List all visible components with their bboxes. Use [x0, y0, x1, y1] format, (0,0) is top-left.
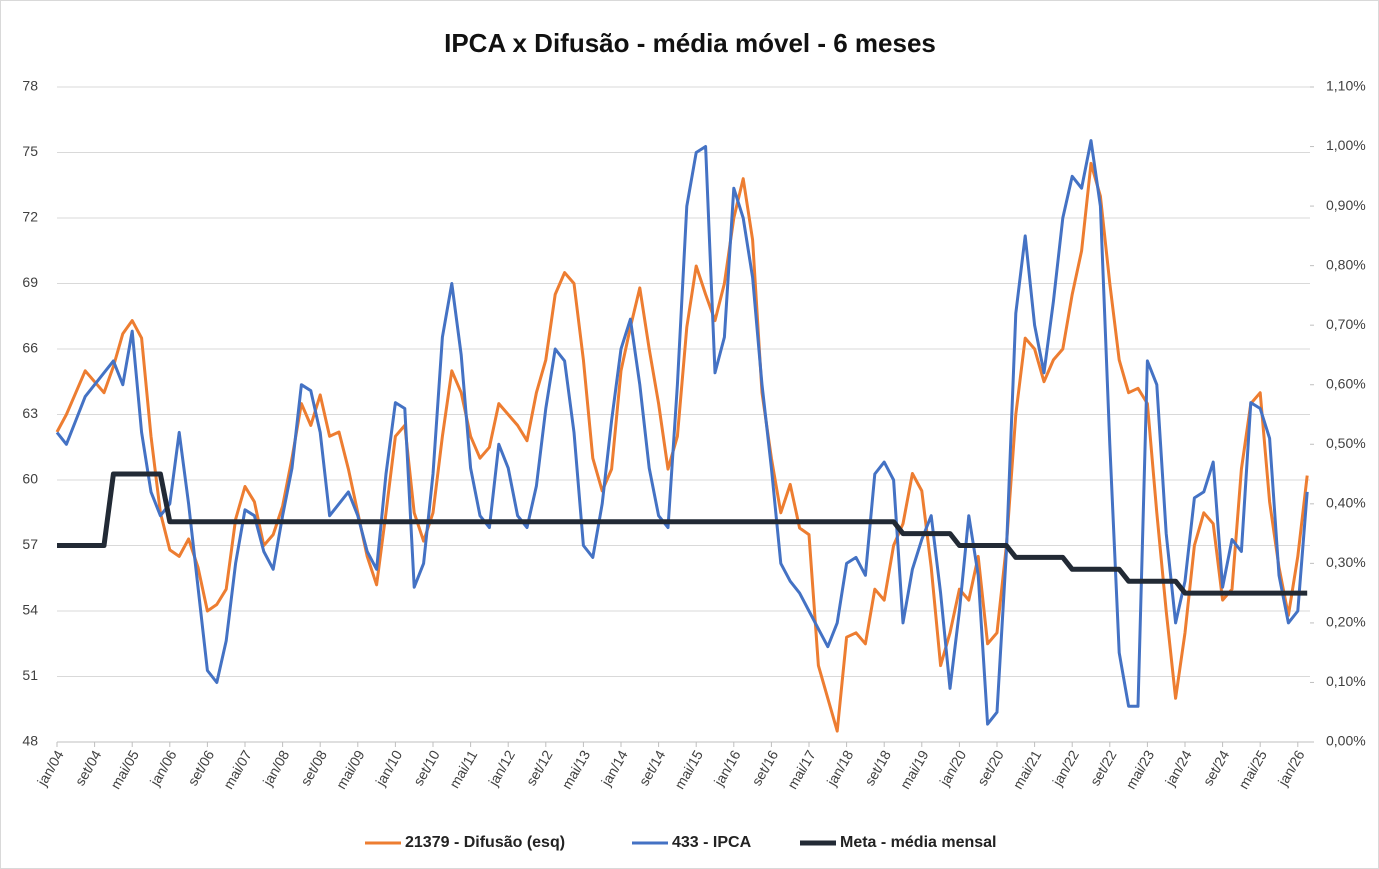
y-tick-label: 78 — [22, 78, 38, 94]
y2-tick-label: 0,30% — [1326, 554, 1366, 570]
y-tick-label: 72 — [22, 209, 38, 225]
y-tick-label: 51 — [22, 667, 38, 683]
legend-label: Meta - média mensal — [840, 834, 997, 851]
y2-tick-label: 0,90% — [1326, 197, 1366, 213]
y2-tick-label: 1,00% — [1326, 137, 1366, 153]
series-line — [55, 139, 1309, 726]
y-tick-label: 63 — [22, 405, 38, 421]
y2-tick-label: 1,10% — [1326, 78, 1366, 94]
y2-tick-label: 0,40% — [1326, 495, 1366, 511]
y-tick-label: 60 — [22, 471, 38, 487]
y-tick-label: 66 — [22, 340, 38, 356]
y2-tick-label: 0,00% — [1326, 733, 1366, 749]
y-tick-label: 69 — [22, 274, 38, 290]
y-tick-label: 75 — [22, 143, 38, 159]
y2-tick-label: 0,80% — [1326, 256, 1366, 272]
y2-tick-label: 0,50% — [1326, 435, 1366, 451]
y-tick-label: 57 — [22, 536, 38, 552]
series-line — [57, 471, 1308, 596]
y2-tick-label: 0,70% — [1326, 316, 1366, 332]
legend-label: 433 - IPCA — [672, 834, 752, 851]
legend-label: 21379 - Difusão (esq) — [405, 834, 565, 851]
chart-title: IPCA x Difusão - média móvel - 6 meses — [444, 28, 936, 58]
y-tick-label: 48 — [22, 733, 38, 749]
y2-tick-label: 0,20% — [1326, 614, 1366, 630]
y2-tick-label: 0,60% — [1326, 375, 1366, 391]
y2-tick-label: 0,10% — [1326, 673, 1366, 689]
y-tick-label: 54 — [22, 602, 38, 618]
